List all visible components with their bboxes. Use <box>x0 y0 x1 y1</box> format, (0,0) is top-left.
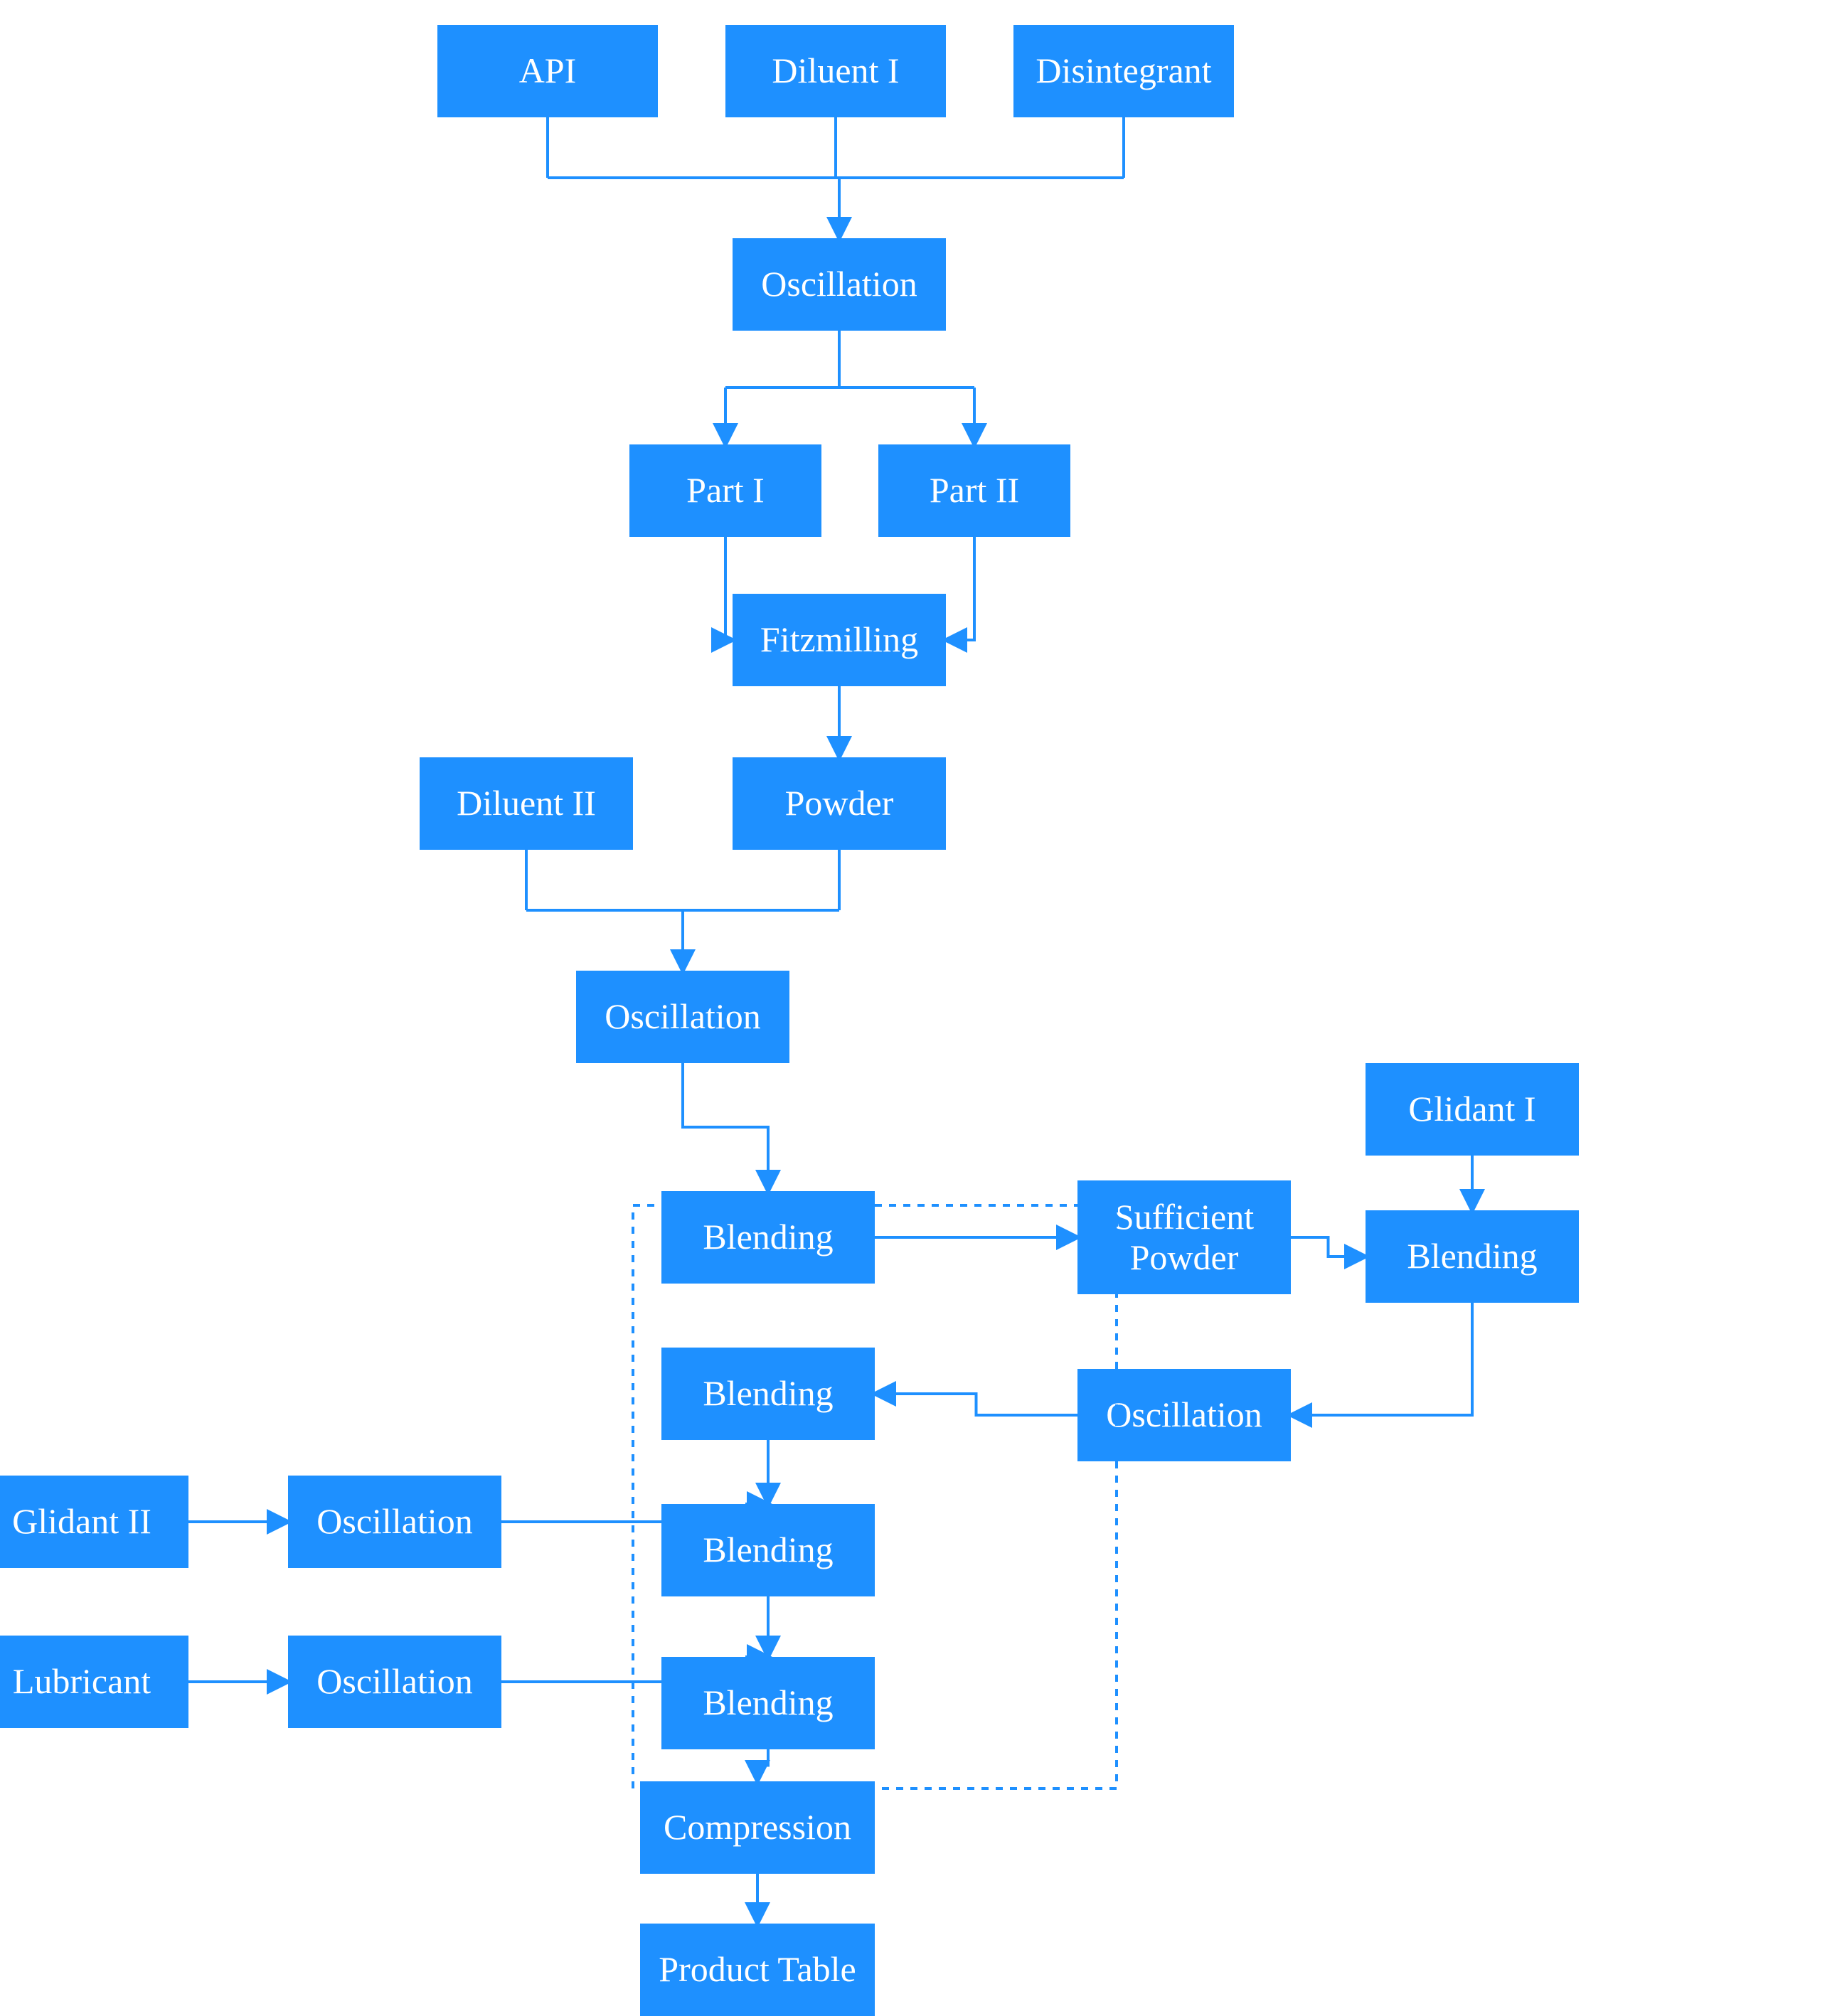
edge <box>1291 1303 1472 1415</box>
node-label: Disintegrant <box>1036 50 1211 92</box>
edge <box>1291 1237 1366 1257</box>
node-diluent1: Diluent I <box>725 25 946 117</box>
node-label: Powder <box>785 783 894 824</box>
node-fitz: Fitzmilling <box>733 594 946 686</box>
node-product: Product Table <box>640 1924 875 2016</box>
node-blend2: Blending <box>661 1348 875 1440</box>
edge <box>946 537 974 640</box>
node-part1: Part I <box>629 444 821 537</box>
edge <box>757 1749 768 1781</box>
node-label: Blending <box>1407 1236 1537 1277</box>
node-suffpow: Sufficient Powder <box>1077 1180 1291 1294</box>
node-label: Blending <box>703 1530 833 1571</box>
node-osc_r: Oscillation <box>1077 1369 1291 1461</box>
node-blend1: Blending <box>661 1191 875 1284</box>
edge <box>725 537 733 640</box>
flowchart-canvas: API Diluent I Disintegrant Oscillation Part … <box>0 0 1847 1961</box>
node-label: API <box>519 50 577 92</box>
node-disint: Disintegrant <box>1013 25 1234 117</box>
node-label: Glidant II <box>12 1501 151 1542</box>
node-label: Oscillation <box>316 1501 472 1542</box>
node-label: Blending <box>703 1682 833 1724</box>
node-glidant1: Glidant I <box>1366 1063 1579 1156</box>
node-label: Lubricant <box>13 1661 151 1702</box>
node-label: Oscillation <box>1106 1394 1262 1436</box>
node-label: Blending <box>703 1217 833 1258</box>
node-label: Product Table <box>659 1949 856 1990</box>
node-label: Part II <box>930 470 1019 511</box>
node-label: Part I <box>686 470 765 511</box>
node-label: Fitzmilling <box>760 619 918 661</box>
node-label: Sufficient Powder <box>1114 1197 1254 1279</box>
node-part2: Part II <box>878 444 1070 537</box>
node-label: Oscillation <box>605 996 760 1038</box>
node-label: Compression <box>664 1807 851 1848</box>
edge <box>875 1394 1077 1415</box>
node-osc_l1: Oscillation <box>288 1476 501 1568</box>
node-label: Oscillation <box>316 1661 472 1702</box>
node-label: Diluent I <box>772 50 899 92</box>
node-diluent2: Diluent II <box>420 757 633 850</box>
node-blend_r: Blending <box>1366 1210 1579 1303</box>
node-label: Glidant I <box>1408 1089 1535 1130</box>
node-osc2: Oscillation <box>576 971 789 1063</box>
node-glidant2: Glidant II <box>0 1476 188 1568</box>
edge <box>683 1063 768 1191</box>
node-label: Diluent II <box>457 783 596 824</box>
node-blend3: Blending <box>661 1504 875 1596</box>
node-api: API <box>437 25 658 117</box>
node-osc1: Oscillation <box>733 238 946 331</box>
node-lubricant: Lubricant <box>0 1636 188 1728</box>
node-osc_l2: Oscillation <box>288 1636 501 1728</box>
node-label: Oscillation <box>761 264 917 305</box>
node-compress: Compression <box>640 1781 875 1874</box>
node-blend4: Blending <box>661 1657 875 1749</box>
node-label: Blending <box>703 1373 833 1414</box>
node-powder: Powder <box>733 757 946 850</box>
